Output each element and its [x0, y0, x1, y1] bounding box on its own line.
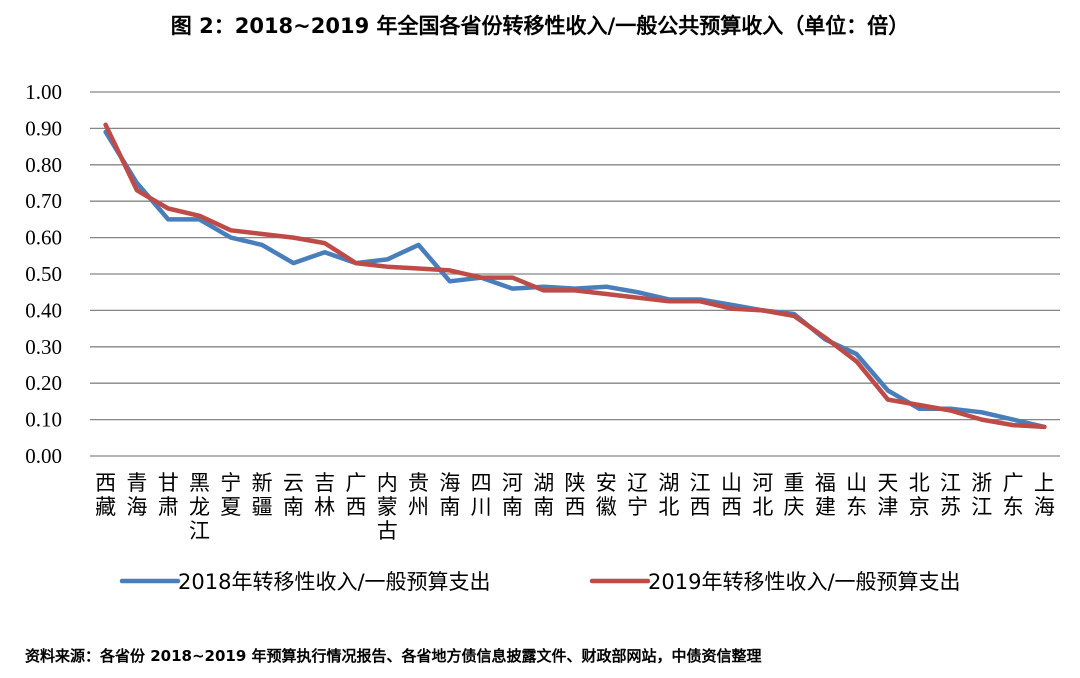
- x-tick-label: 湖南: [533, 471, 554, 519]
- x-tick-label: 天津: [877, 471, 898, 519]
- source-note: 资料来源：各省份 2018~2019 年预算执行情况报告、各省地方债信息披露文件…: [25, 647, 762, 665]
- x-tick-label: 陕西: [565, 471, 586, 519]
- x-tick-label: 浙江: [971, 471, 992, 519]
- x-tick-label: 西藏: [95, 471, 116, 519]
- x-tick-label: 广东: [1003, 471, 1024, 519]
- x-tick-label: 河北: [752, 471, 773, 519]
- x-tick-label: 湖北: [658, 471, 679, 519]
- y-tick-label: 0.70: [25, 189, 62, 213]
- x-tick-label: 海南: [439, 471, 460, 519]
- gridlines: [90, 91, 1060, 457]
- x-tick-label: 云南: [283, 471, 304, 519]
- x-tick-label: 重庆: [784, 471, 805, 519]
- chart-title: 图 2：2018~2019 年全国各省份转移性收入/一般公共预算收入（单位：倍）: [170, 14, 910, 38]
- y-tick-label: 0.30: [25, 335, 62, 359]
- legend-label-1: 2018年转移性收入/一般预算支出: [178, 570, 491, 594]
- x-tick-label: 江苏: [940, 471, 961, 519]
- x-tick-label: 宁夏: [220, 471, 241, 519]
- series-line-2: [103, 122, 1047, 430]
- x-tick-label: 贵州: [408, 471, 429, 519]
- y-tick-label: 1.00: [25, 80, 62, 104]
- y-tick-label: 0.80: [25, 153, 62, 177]
- x-tick-label: 山东: [846, 471, 867, 519]
- x-tick-label: 青海: [126, 471, 147, 519]
- x-tick-label: 江西: [690, 471, 711, 519]
- x-tick-label: 四川: [471, 471, 492, 519]
- x-tick-label: 山西: [721, 471, 742, 519]
- y-tick-label: 0.00: [25, 444, 62, 468]
- x-tick-label: 甘肃: [158, 471, 179, 519]
- y-tick-label: 0.40: [25, 298, 62, 322]
- x-tick-label: 安徽: [596, 471, 617, 519]
- y-tick-label: 0.20: [25, 371, 62, 395]
- x-tick-label: 上海: [1034, 471, 1055, 519]
- y-tick-label: 0.50: [25, 262, 62, 286]
- series-lines: [103, 122, 1047, 430]
- x-tick-label: 河南: [502, 471, 523, 519]
- x-tick-label: 辽宁: [627, 471, 648, 519]
- y-tick-label: 0.90: [25, 116, 62, 140]
- x-tick-label: 广西: [345, 471, 366, 519]
- x-axis-ticks: 西藏青海甘肃黑龙江宁夏新疆云南吉林广西内蒙古贵州海南四川河南湖南陕西安徽辽宁湖北…: [95, 471, 1055, 543]
- y-tick-label: 0.60: [25, 226, 62, 250]
- x-tick-label: 内蒙古: [377, 471, 398, 543]
- y-tick-label: 0.10: [25, 408, 62, 432]
- x-tick-label: 北京: [909, 471, 930, 519]
- x-tick-label: 黑龙江: [189, 471, 210, 543]
- x-tick-label: 吉林: [314, 471, 335, 519]
- x-tick-label: 福建: [815, 471, 836, 519]
- legend: 2018年转移性收入/一般预算支出 2019年转移性收入/一般预算支出: [119, 570, 961, 594]
- legend-label-2: 2019年转移性收入/一般预算支出: [648, 570, 961, 594]
- x-tick-label: 新疆: [252, 471, 273, 519]
- y-axis-ticks: 0.00 0.10 0.20 0.30 0.40 0.50 0.60 0.70 0.80 0.90…: [25, 80, 62, 468]
